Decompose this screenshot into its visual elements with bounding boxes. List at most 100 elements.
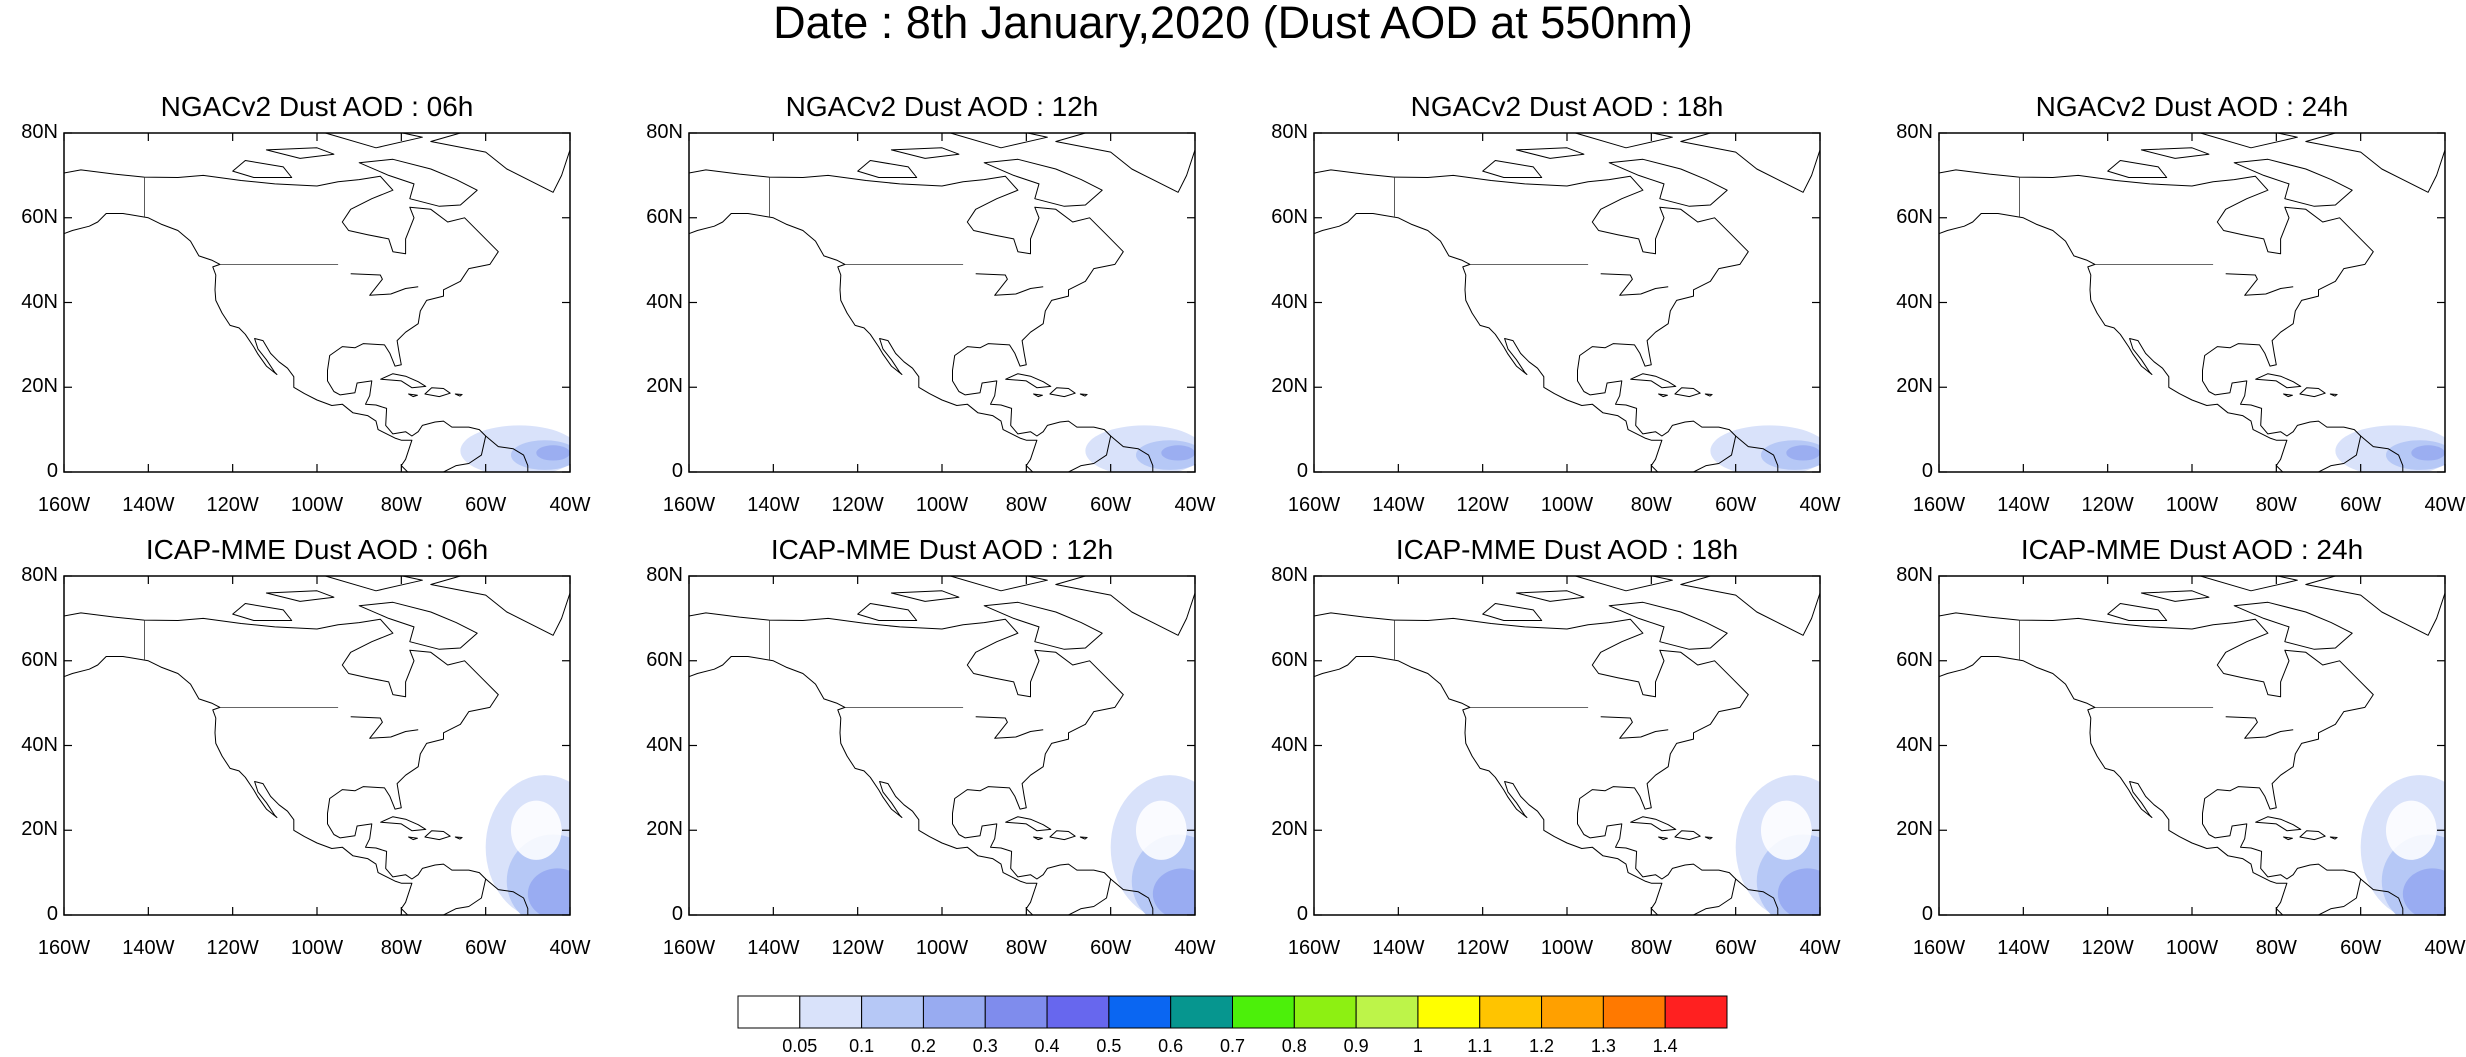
island-outline	[324, 576, 423, 592]
island-outline	[1658, 393, 1668, 398]
aod-field	[527, 868, 570, 915]
coastline	[1068, 878, 1112, 915]
colorbar-box	[984, 995, 1048, 1029]
y-tick-label: 40N	[646, 733, 683, 756]
panel-title: ICAP-MME Dust AOD : 12h	[770, 534, 1114, 565]
y-tick-label: 0	[1921, 903, 1933, 925]
x-tick-label: 60W	[465, 937, 507, 959]
coastline	[2318, 878, 2362, 915]
x-tick-label: 80W	[1630, 937, 1672, 959]
y-tick-label: 20N	[1896, 818, 1933, 841]
x-tick-label: 160W	[37, 494, 91, 516]
island-outline	[949, 576, 1048, 592]
y-tick-label: 80N	[1896, 121, 1933, 143]
island-outline	[2233, 158, 2353, 207]
panel-title: ICAP-MME Dust AOD : 18h	[1395, 534, 1739, 565]
panel-title: NGACv2 Dust AOD : 06h	[160, 91, 474, 122]
x-tick-label: 60W	[1090, 494, 1132, 516]
x-tick-label: 160W	[37, 937, 91, 959]
x-tick-label: 100W	[290, 937, 344, 959]
island-outline	[2329, 836, 2338, 840]
island-outline	[1674, 387, 1701, 398]
island-outline	[2140, 147, 2210, 159]
island-outline	[265, 590, 335, 602]
great-lakes	[1600, 716, 1669, 739]
map-frame	[688, 132, 1196, 473]
coastline	[64, 612, 529, 915]
y-tick-label: 20N	[1271, 818, 1308, 841]
island-outline	[1055, 576, 1195, 636]
y-tick-label: 0	[671, 460, 683, 482]
coastline	[1939, 213, 2288, 472]
y-tick-label: 80N	[21, 121, 58, 143]
x-tick-label: 160W	[1287, 494, 1341, 516]
y-tick-label: 0	[1296, 903, 1308, 925]
y-tick-label: 40N	[1271, 733, 1308, 756]
island-outline	[2283, 393, 2293, 398]
x-tick-label: 100W	[290, 494, 344, 516]
colorbar-label: 1	[1412, 1036, 1423, 1056]
y-tick-label: 80N	[1896, 564, 1933, 586]
island-outline	[1680, 133, 1820, 193]
island-outline	[454, 393, 463, 397]
aod-field	[1777, 868, 1820, 915]
colorbar-label: 1.2	[1529, 1036, 1555, 1056]
island-outline	[857, 160, 918, 178]
x-tick-label: 140W	[1372, 494, 1425, 516]
island-outline	[358, 158, 478, 207]
y-tick-label: 60N	[1896, 648, 1933, 671]
colorbar-label: 1.1	[1467, 1036, 1493, 1056]
aod-field	[536, 445, 570, 461]
great-lakes	[350, 273, 419, 296]
x-tick-label: 40W	[2424, 937, 2466, 959]
x-tick-label: 100W	[915, 494, 969, 516]
island-outline	[1515, 590, 1585, 602]
y-tick-label: 40N	[1896, 733, 1933, 756]
colorbar-box	[1232, 995, 1295, 1029]
colorbar-label: 0.3	[972, 1036, 998, 1056]
island-outline	[2107, 603, 2168, 621]
island-outline	[1005, 373, 1052, 389]
great-lakes	[975, 273, 1044, 296]
island-outline	[1704, 836, 1713, 840]
island-outline	[1680, 576, 1820, 636]
coastline	[689, 169, 1154, 472]
panel-title: NGACv2 Dust AOD : 24h	[2035, 91, 2349, 122]
aod-field	[1135, 800, 1187, 860]
island-outline	[408, 393, 418, 398]
island-outline	[2299, 830, 2326, 841]
coastline	[1939, 169, 2404, 472]
island-outline	[2305, 576, 2445, 636]
y-tick-label: 80N	[646, 121, 683, 143]
coastline	[1314, 213, 1663, 472]
island-outline	[1515, 147, 1585, 159]
island-outline	[424, 387, 451, 398]
colorbar-label: 1.4	[1652, 1036, 1678, 1056]
island-outline	[2255, 816, 2302, 832]
x-tick-label: 40W	[549, 494, 591, 516]
x-tick-label: 60W	[1715, 494, 1757, 516]
coastline	[443, 435, 487, 472]
island-outline	[857, 603, 918, 621]
colorbar-label: 0.5	[1096, 1036, 1122, 1056]
great-lakes	[350, 716, 419, 739]
x-tick-label: 80W	[2255, 494, 2297, 516]
island-outline	[1482, 160, 1543, 178]
colorbar-label: 0.05	[782, 1036, 818, 1056]
y-tick-label: 60N	[646, 205, 683, 228]
island-outline	[2299, 387, 2326, 398]
island-outline	[1674, 830, 1701, 841]
panel-title: ICAP-MME Dust AOD : 06h	[145, 534, 489, 565]
island-outline	[1033, 836, 1043, 841]
coastline	[1939, 656, 2288, 915]
x-tick-label: 120W	[1456, 494, 1509, 516]
island-outline	[2329, 393, 2338, 397]
colorbar-label: 0.6	[1158, 1036, 1184, 1056]
island-outline	[1055, 133, 1195, 193]
great-lakes	[2225, 716, 2294, 739]
y-tick-label: 60N	[1896, 205, 1933, 228]
island-outline	[265, 147, 335, 159]
panel-title: NGACv2 Dust AOD : 18h	[1410, 91, 1724, 122]
panel-title: ICAP-MME Dust AOD : 24h	[2020, 534, 2364, 565]
colorbar	[737, 995, 1728, 1029]
